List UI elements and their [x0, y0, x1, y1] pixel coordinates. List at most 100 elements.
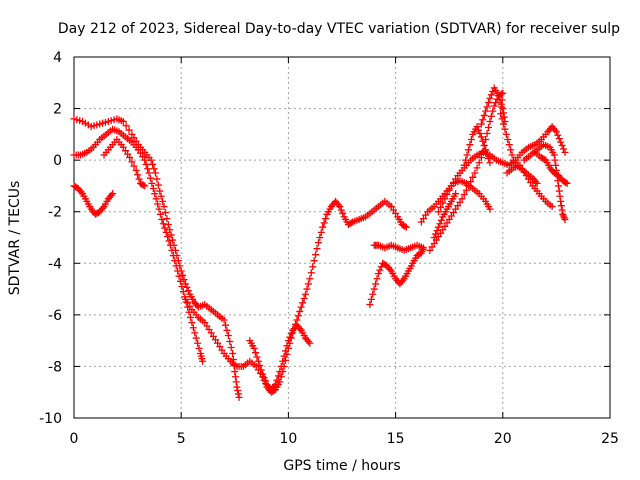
data-point [501, 125, 509, 133]
data-point [273, 376, 281, 384]
data-point [184, 287, 192, 295]
data-point [533, 179, 541, 187]
data-point [179, 271, 187, 279]
data-point [462, 156, 470, 164]
data-point [557, 202, 565, 210]
data-point [148, 179, 156, 187]
data-point [119, 117, 127, 125]
data-point [186, 313, 194, 321]
y-tick-label: 4 [53, 50, 62, 66]
x-tick-label: 0 [70, 431, 79, 447]
data-point [156, 187, 164, 195]
data-point [374, 270, 382, 278]
grid-lines [74, 57, 610, 418]
data-point [497, 100, 505, 108]
data-point [161, 224, 169, 232]
data-point [485, 154, 493, 162]
series-arc-13 [531, 148, 571, 187]
data-point [370, 285, 378, 293]
data-point [134, 171, 142, 179]
data-point [476, 129, 484, 137]
data-point [483, 103, 491, 111]
data-point [146, 174, 154, 182]
data-point [235, 393, 243, 401]
data-point [152, 195, 160, 203]
data-point [554, 131, 562, 139]
x-tick-label: 25 [601, 431, 619, 447]
y-tick-label: -10 [39, 411, 62, 427]
axis-ticks: 0 5 10 15 20 25 -10 -8 -6 -4 -2 0 2 4 [39, 50, 619, 447]
data-point [172, 262, 180, 270]
series-arc-1 [70, 115, 243, 401]
data-point [555, 187, 563, 195]
data-point [274, 372, 282, 380]
data-point [283, 342, 291, 350]
data-point [139, 181, 147, 189]
data-point [122, 122, 130, 130]
data-point [227, 344, 235, 352]
y-tick-label: -8 [48, 359, 62, 375]
data-point [126, 154, 134, 162]
data-point [132, 166, 140, 174]
data-point [252, 349, 260, 357]
series-arc-14 [477, 84, 509, 128]
data-point [149, 160, 157, 168]
series-arc-11 [503, 161, 556, 211]
data-point [557, 197, 565, 205]
data-point [320, 219, 328, 227]
y-tick-label: 0 [53, 153, 62, 169]
data-point [163, 215, 171, 223]
data-point [149, 185, 157, 193]
data-point [181, 280, 189, 288]
x-tick-label: 5 [177, 431, 186, 447]
data-point [224, 331, 232, 339]
data-point [496, 96, 504, 104]
data-point [492, 99, 500, 107]
data-point [366, 301, 374, 309]
data-point [189, 324, 197, 332]
data-point [376, 266, 384, 274]
data-point [164, 221, 172, 229]
data-point [142, 160, 150, 168]
data-point [284, 337, 292, 345]
data-point [430, 234, 438, 241]
data-point [128, 158, 136, 166]
data-point [234, 386, 242, 394]
series-arc-3 [70, 182, 117, 218]
data-point [508, 151, 516, 159]
data-point [339, 209, 347, 217]
data-point [234, 390, 242, 398]
data-point [473, 123, 481, 131]
data-point [250, 344, 258, 352]
data-point [300, 295, 308, 303]
series-arc-12 [520, 141, 569, 223]
data-point [161, 209, 169, 217]
data-point [130, 162, 138, 170]
data-point [155, 205, 163, 213]
data-point [272, 380, 280, 388]
data-point [439, 199, 447, 207]
data-point [482, 146, 490, 154]
data-point [369, 290, 377, 298]
data-point [276, 368, 284, 376]
data-point [552, 161, 560, 169]
data-point [434, 208, 442, 216]
series-arc-2 [70, 125, 207, 365]
data-point [220, 316, 228, 324]
data-point [159, 197, 167, 205]
data-point [436, 220, 444, 228]
data-point [317, 228, 325, 236]
data-point [191, 329, 199, 337]
data-point [229, 350, 237, 358]
data-point [460, 191, 468, 199]
data-point [473, 164, 481, 172]
data-point [307, 269, 315, 277]
data-point [174, 267, 182, 275]
data-point [558, 142, 566, 150]
data-point [162, 228, 170, 236]
data-point [260, 374, 268, 382]
data-point [486, 117, 494, 125]
data-point [151, 169, 159, 177]
data-point [309, 263, 317, 271]
